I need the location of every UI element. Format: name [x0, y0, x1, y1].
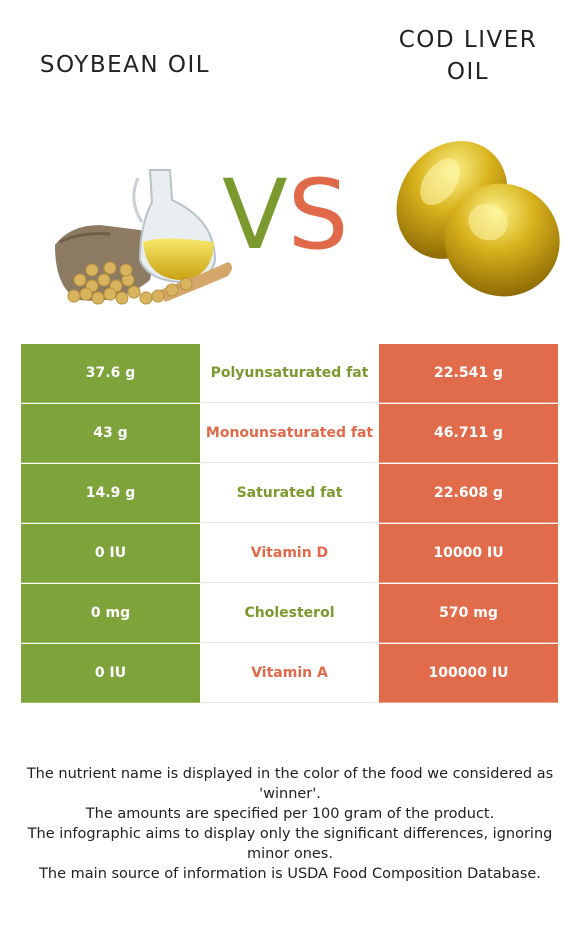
- right-value: 100000 IU: [379, 644, 558, 703]
- nutrient-name: Vitamin A: [200, 644, 379, 703]
- right-value: 46.711 g: [379, 404, 558, 463]
- left-value: 0 mg: [21, 584, 200, 643]
- left-value: 43 g: [21, 404, 200, 463]
- right-value: 22.608 g: [379, 464, 558, 523]
- right-value: 22.541 g: [379, 344, 558, 403]
- food-title-right-line1: COD LIVER: [398, 27, 538, 53]
- table-row: 0 IU Vitamin D 10000 IU: [21, 524, 558, 584]
- left-value: 14.9 g: [21, 464, 200, 523]
- left-value: 37.6 g: [21, 344, 200, 403]
- table-row: 43 g Monounsaturated fat 46.711 g: [21, 404, 558, 464]
- footer-line-2: The amounts are specified per 100 gram o…: [85, 806, 495, 822]
- soybean-oil-image: [55, 169, 232, 305]
- food-title-left: SOYBEAN OIL: [39, 52, 211, 78]
- nutrient-name: Saturated fat: [200, 464, 379, 523]
- vs-label: VS: [222, 160, 349, 270]
- nutrient-name: Monounsaturated fat: [200, 404, 379, 463]
- vs-s: S: [287, 159, 349, 271]
- right-value: 570 mg: [379, 584, 558, 643]
- nutrient-name: Vitamin D: [200, 524, 379, 583]
- footer-line-1: The nutrient name is displayed in the co…: [26, 766, 554, 802]
- footer-line-3: The infographic aims to display only the…: [27, 826, 553, 862]
- vs-v: V: [222, 159, 288, 271]
- table-row: 0 IU Vitamin A 100000 IU: [21, 644, 558, 704]
- comparison-table: 37.6 g Polyunsaturated fat 22.541 g 43 g Mon…: [21, 344, 558, 704]
- table-row: 14.9 g Saturated fat 22.608 g: [21, 464, 558, 524]
- left-value: 0 IU: [21, 524, 200, 583]
- cod-liver-oil-image: [396, 141, 560, 297]
- food-title-right-line2: OIL: [446, 59, 490, 85]
- right-value: 10000 IU: [379, 524, 558, 583]
- hero-illustrations: [55, 141, 560, 305]
- left-value: 0 IU: [21, 644, 200, 703]
- table-row: 0 mg Cholesterol 570 mg: [21, 584, 558, 644]
- footer-line-4: The main source of information is USDA F…: [39, 866, 541, 882]
- food-title-right: COD LIVER OIL: [370, 24, 566, 88]
- footer-notes: The nutrient name is displayed in the co…: [20, 764, 560, 884]
- nutrient-name: Polyunsaturated fat: [200, 344, 379, 403]
- nutrient-name: Cholesterol: [200, 584, 379, 643]
- table-row: 37.6 g Polyunsaturated fat 22.541 g: [21, 344, 558, 404]
